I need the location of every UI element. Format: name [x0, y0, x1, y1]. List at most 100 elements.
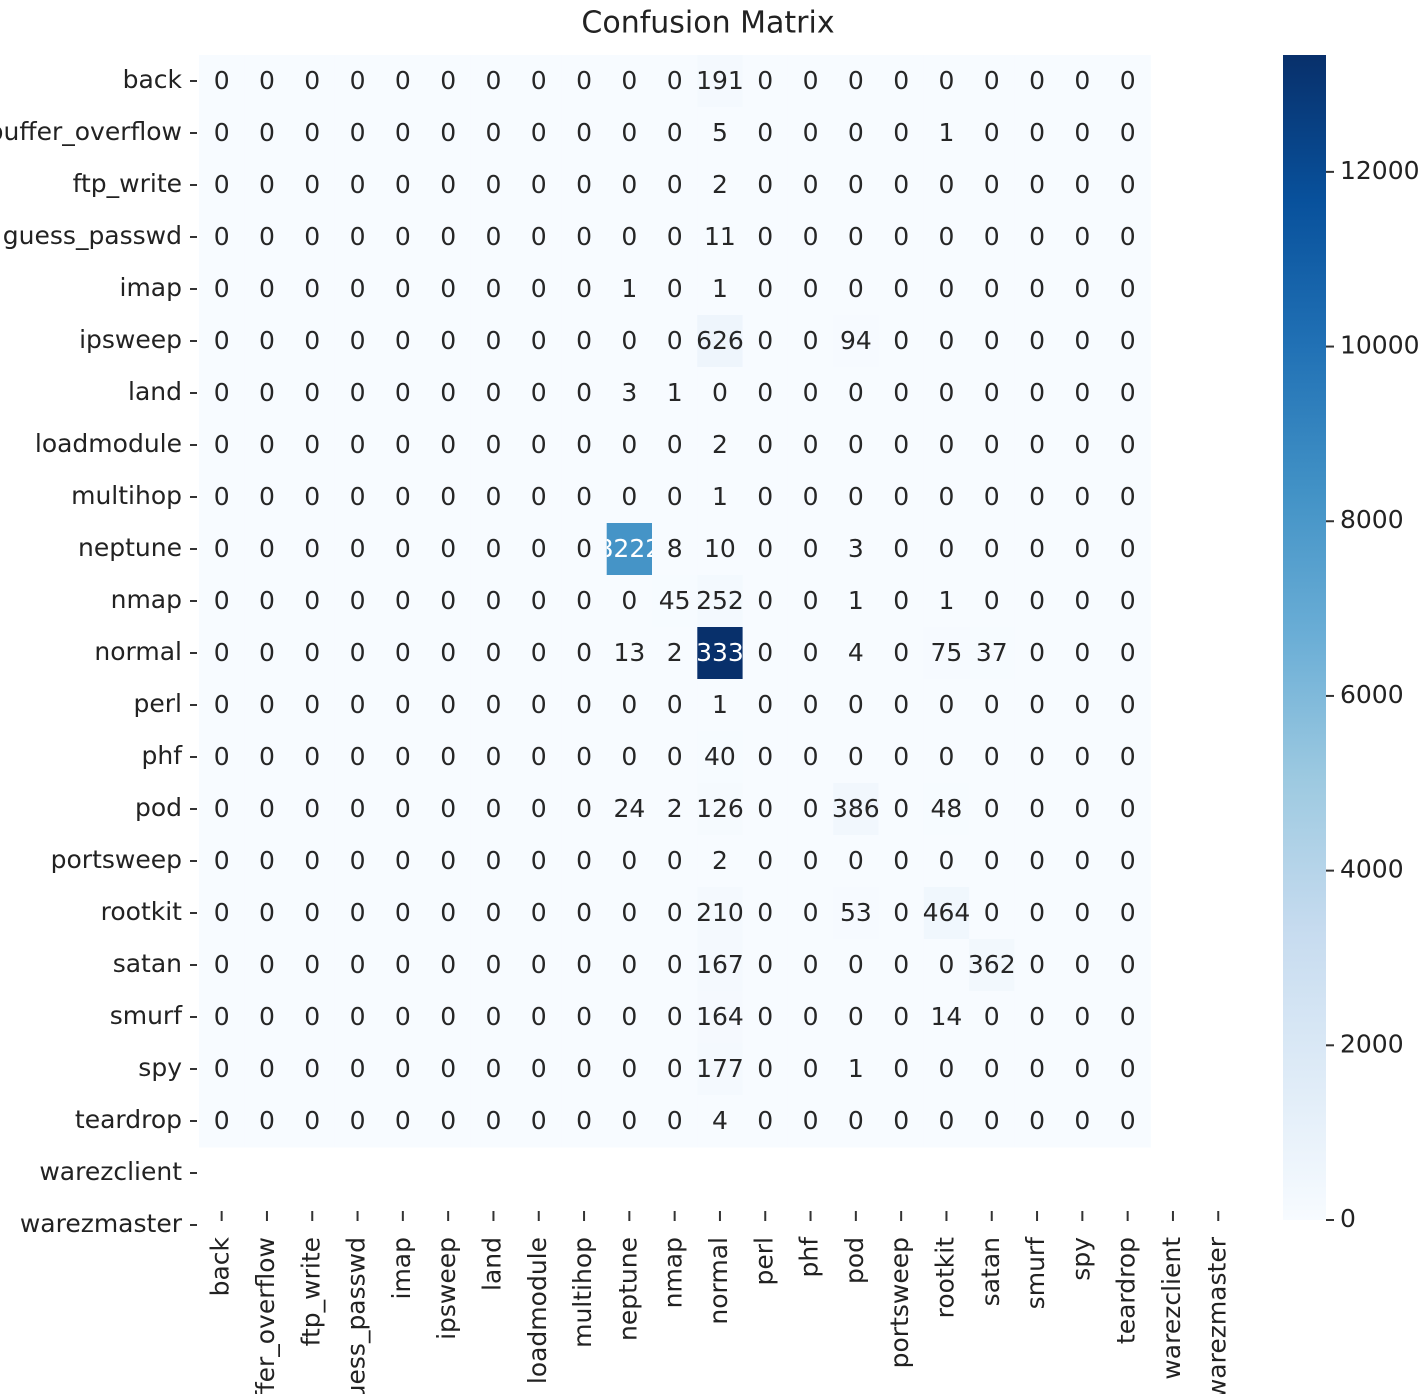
cell-label: 0	[304, 638, 320, 667]
cell	[289, 471, 336, 524]
cell-label: 0	[531, 534, 547, 563]
cell	[652, 211, 698, 264]
cell	[878, 627, 925, 680]
cell	[697, 939, 744, 992]
cell	[380, 1043, 426, 1096]
cell-label: 0	[621, 1106, 637, 1135]
cell	[1014, 783, 1061, 836]
cell-label: 0	[214, 430, 230, 459]
cell-label: 0	[395, 794, 411, 823]
cell	[833, 939, 879, 992]
cell	[334, 835, 381, 888]
cell-label: 0	[667, 898, 683, 927]
cell-label: 0	[576, 170, 592, 199]
cell-label: 0	[259, 66, 275, 95]
cell-label: 2	[712, 430, 728, 459]
y-tick-label: nmap	[111, 585, 182, 614]
cell-label: 0	[757, 742, 773, 771]
cell	[1059, 471, 1106, 524]
cell-label: 0	[1074, 378, 1090, 407]
cell-label: 3	[848, 534, 864, 563]
cell-label: 0	[757, 846, 773, 875]
chart-title: Confusion Matrix	[581, 6, 834, 41]
cell	[516, 1095, 562, 1148]
cell	[652, 887, 698, 940]
cell	[833, 523, 879, 576]
cell	[470, 523, 517, 576]
cell	[380, 419, 426, 472]
cell	[334, 315, 381, 368]
cell-label: 0	[938, 742, 954, 771]
cell	[425, 627, 472, 680]
cell-label: 0	[304, 898, 320, 927]
cell-label: 4	[848, 638, 864, 667]
cell-label: 0	[395, 638, 411, 667]
cell	[742, 575, 789, 628]
cell-label: 0	[259, 1106, 275, 1135]
cell-label: 0	[576, 638, 592, 667]
cell-label: 0	[576, 274, 592, 303]
cell	[969, 1095, 1015, 1148]
cell	[561, 107, 608, 160]
cell-label: 0	[984, 378, 1000, 407]
cell	[1014, 263, 1061, 316]
cell-label: 0	[893, 898, 909, 927]
cell	[878, 107, 925, 160]
cell-label: 191	[696, 66, 744, 95]
cell-label: 0	[1074, 66, 1090, 95]
cell	[969, 159, 1015, 212]
cell-label: 0	[938, 690, 954, 719]
cell	[969, 627, 1015, 680]
cell-label: 0	[395, 118, 411, 147]
cell-label: 0	[304, 378, 320, 407]
cell	[561, 419, 608, 472]
cell	[969, 471, 1015, 524]
cell	[878, 939, 925, 992]
cell	[199, 575, 245, 628]
cell-label: 0	[350, 1002, 366, 1031]
cell-label: 0	[803, 482, 819, 511]
cell-label: 0	[350, 534, 366, 563]
cell	[334, 887, 381, 940]
cell	[516, 419, 562, 472]
cell	[742, 627, 789, 680]
cell-label: 0	[1120, 1054, 1136, 1083]
cell-label: 0	[621, 690, 637, 719]
cell-label: 0	[304, 482, 320, 511]
cell	[1014, 1095, 1061, 1148]
cell	[742, 419, 789, 472]
cell	[1059, 783, 1106, 836]
x-tick-label: nmap	[659, 1237, 688, 1308]
cell-label: 0	[440, 482, 456, 511]
cell-label: 0	[395, 482, 411, 511]
cell-label: 0	[1029, 898, 1045, 927]
cell	[470, 159, 517, 212]
cell	[1105, 627, 1151, 680]
cell-label: 0	[757, 378, 773, 407]
cell-label: 0	[803, 326, 819, 355]
cell-label: 0	[1029, 534, 1045, 563]
cell-label: 8222	[598, 534, 662, 563]
cell-label: 0	[621, 482, 637, 511]
cell-label: 0	[893, 482, 909, 511]
x-tick-label: rootkit	[930, 1237, 959, 1319]
cell-label: 0	[531, 482, 547, 511]
cell-label: 164	[696, 1002, 744, 1031]
cell	[606, 55, 653, 108]
x-tick-label: buffer_overflow	[251, 1237, 280, 1394]
cell-label: 0	[395, 1002, 411, 1031]
cell	[697, 107, 744, 160]
cell-label: 94	[840, 326, 872, 355]
cell-label: 0	[485, 950, 501, 979]
cell-label: 0	[304, 950, 320, 979]
cell	[561, 939, 608, 992]
cell	[244, 1095, 291, 1148]
cell	[1014, 419, 1061, 472]
cell-label: 0	[803, 118, 819, 147]
cell-label: 0	[350, 690, 366, 719]
cell-label: 177	[696, 1054, 744, 1083]
cell-label: 0	[485, 898, 501, 927]
cell	[969, 1043, 1015, 1096]
cell	[199, 939, 245, 992]
cell	[516, 471, 562, 524]
